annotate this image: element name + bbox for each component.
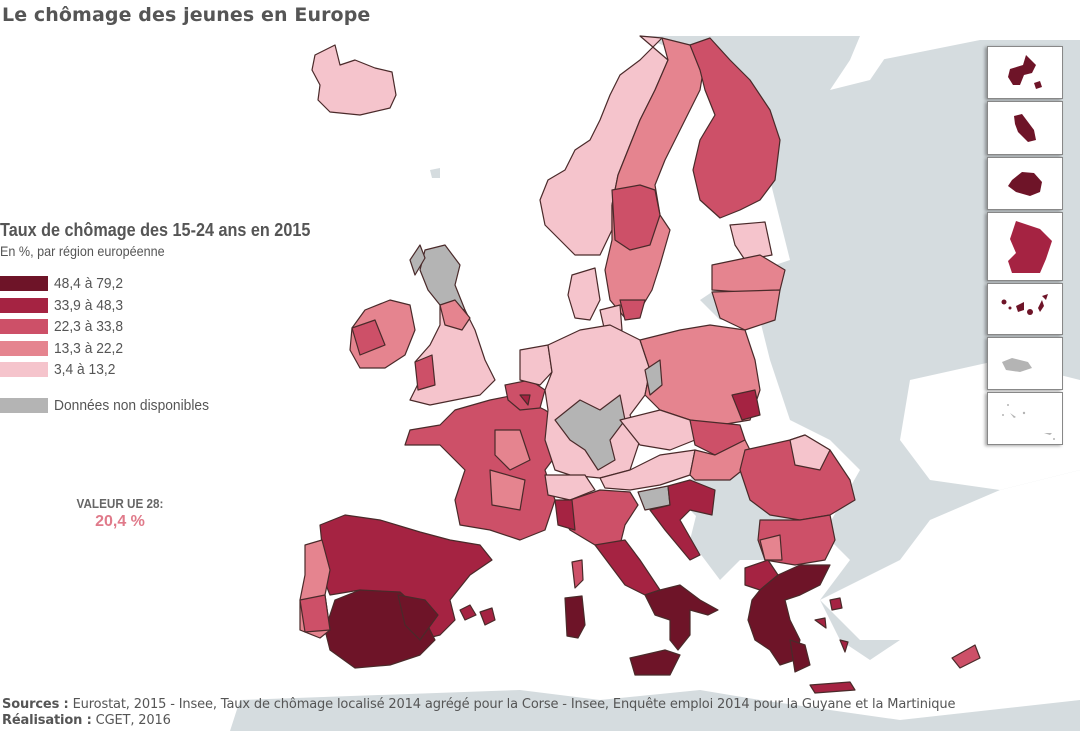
realisation-line: Réalisation : CGET, 2016 [2, 713, 955, 729]
region-netherlands [519, 344, 553, 386]
region-finland [689, 37, 781, 219]
martinique-shape [1014, 114, 1036, 142]
legend: Taux de chômage des 15-24 ans en 2015 En… [0, 220, 340, 416]
sources-line: Sources : Eurostat, 2015 - Insee, Taux d… [2, 697, 955, 713]
page-title: Le chômage des jeunes en Europe [2, 4, 371, 26]
region-sardinia [564, 595, 586, 639]
legend-subtitle: En %, par région européenne [0, 243, 165, 259]
legend-swatch [0, 397, 48, 413]
sources-text: Eurostat, 2015 - Insee, Taux de chômage … [68, 697, 956, 712]
inset-madeira [987, 337, 1063, 390]
eu-average-value: 20,4 % [95, 513, 145, 530]
legend-swatch [0, 297, 48, 313]
region-cyprus [951, 644, 981, 669]
legend-title: Taux de chômage des 15-24 ans en 2015 [0, 220, 311, 240]
legend-item: 13,3 à 22,2 [0, 338, 340, 360]
legend-label: 33,9 à 48,3 [54, 296, 124, 314]
sources-label: Sources : [2, 697, 69, 712]
legend-swatch [0, 319, 48, 335]
region-corsica [571, 559, 584, 589]
legend-label: 13,3 à 22,2 [54, 339, 124, 357]
realisation-label: Réalisation : [2, 713, 92, 728]
legend-label: 22,3 à 33,8 [54, 318, 124, 336]
madeira-shape [1002, 358, 1032, 372]
region-sicily [629, 649, 681, 676]
legend-label: 48,4 à 79,2 [54, 275, 124, 293]
azores-shape [1002, 404, 1055, 440]
eu-average-box: VALEUR UE 28: 20,4 % [40, 496, 200, 531]
legend-swatch [0, 276, 48, 292]
legend-swatch [0, 340, 48, 356]
canarias-shape [1001, 294, 1048, 315]
region-greece [747, 564, 831, 666]
guadeloupe-shape [1008, 55, 1042, 89]
region-latvia [711, 254, 786, 293]
legend-item-na: Données non disponibles [0, 395, 340, 417]
region-italy-south [644, 584, 719, 651]
region-switzerland [544, 474, 596, 501]
region-lithuania [711, 289, 781, 331]
legend-item: 22,3 à 33,8 [0, 316, 340, 338]
reunion-shape [1008, 172, 1042, 196]
region-croatia [649, 479, 716, 561]
region-sweden-south [619, 299, 646, 321]
inset-canarias [987, 283, 1063, 335]
legend-item: 33,9 à 48,3 [0, 295, 340, 317]
region-italy-centre [594, 539, 661, 596]
sources-footer: Sources : Eurostat, 2015 - Insee, Taux d… [2, 697, 955, 729]
realisation-text: CGET, 2016 [91, 713, 171, 728]
overseas-insets [987, 46, 1063, 447]
legend-swatch [0, 362, 48, 378]
eu-average-label: VALEUR UE 28: [76, 496, 164, 511]
region-crete [809, 681, 856, 694]
region-spain-north [319, 514, 493, 641]
region-estonia [729, 221, 773, 261]
region-denmark [567, 267, 601, 321]
region-sweden-mid [611, 184, 661, 251]
inset-martinique [987, 101, 1063, 155]
legend-item: 3,4 à 13,2 [0, 359, 340, 381]
inset-azores [987, 392, 1063, 445]
region-iceland [311, 44, 397, 116]
region-poland [639, 324, 761, 426]
region-france [404, 394, 561, 541]
inset-guadeloupe [987, 46, 1063, 99]
guyane-shape [1008, 221, 1052, 273]
legend-label: 3,4 à 13,2 [54, 361, 116, 379]
legend-label: Données non disponibles [54, 396, 209, 414]
inset-guyane [987, 212, 1063, 281]
legend-item: 48,4 à 79,2 [0, 273, 340, 295]
inset-reunion [987, 157, 1063, 210]
